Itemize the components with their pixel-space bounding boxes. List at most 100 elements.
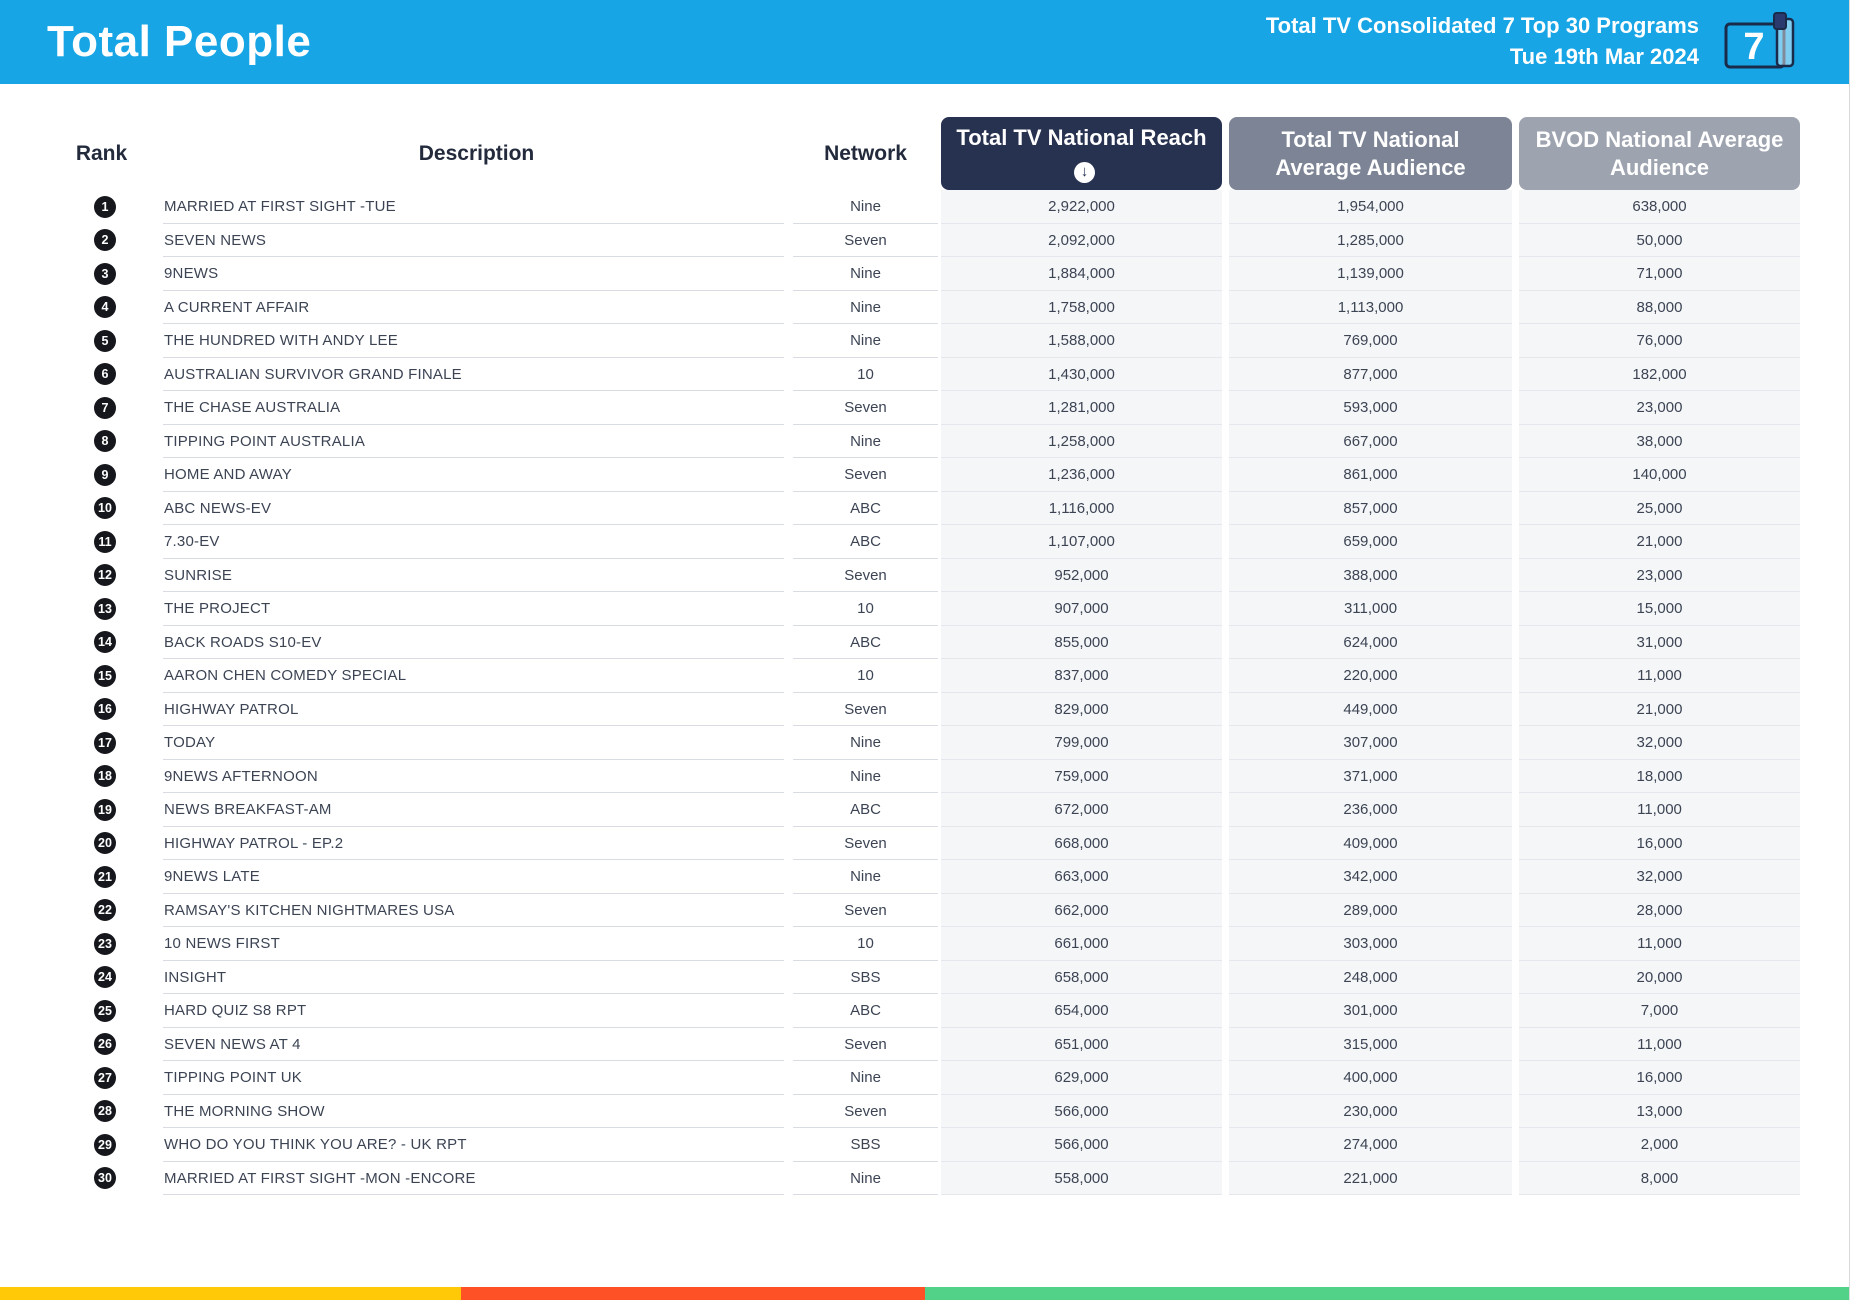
table-row: 25 HARD QUIZ S8 RPT ABC 654,000 301,000 7,000 bbox=[40, 994, 1800, 1028]
description-cell: HARD QUIZ S8 RPT bbox=[163, 994, 790, 1028]
bvod-national-average-audience-cell: 21,000 bbox=[1519, 525, 1800, 559]
network-cell: ABC bbox=[790, 994, 941, 1028]
column-gap bbox=[1512, 1028, 1519, 1062]
rank-badge: 27 bbox=[94, 1066, 116, 1089]
rank-badge: 28 bbox=[94, 1100, 116, 1123]
table-row: 10 ABC NEWS-EV ABC 1,116,000 857,000 25,000 bbox=[40, 491, 1800, 526]
network-cell: Nine bbox=[790, 257, 941, 291]
total-tv-national-average-audience-cell: 877,000 bbox=[1229, 357, 1512, 391]
bvod-national-average-audience-cell: 23,000 bbox=[1519, 391, 1800, 425]
table-header-row: Rank Description Network Total TV Nation… bbox=[40, 117, 1800, 190]
description-cell: ABC NEWS-EV bbox=[163, 492, 790, 526]
network-cell: Nine bbox=[790, 1061, 941, 1095]
column-gap bbox=[1512, 324, 1519, 358]
rank-badge: 25 bbox=[94, 999, 116, 1022]
rank-cell: 1 bbox=[40, 190, 163, 224]
scrollbar[interactable] bbox=[1849, 0, 1853, 1300]
total-tv-national-reach-cell: 1,430,000 bbox=[941, 357, 1222, 391]
rank-cell: 3 bbox=[40, 257, 163, 291]
table-row: 15 AARON CHEN COMEDY SPECIAL 10 837,000 220,… bbox=[40, 659, 1800, 693]
column-gap bbox=[1512, 626, 1519, 660]
column-gap bbox=[1222, 1128, 1229, 1162]
column-gap bbox=[1512, 927, 1519, 961]
rank-cell: 28 bbox=[40, 1095, 163, 1129]
column-gap bbox=[1512, 894, 1519, 928]
bvod-national-average-audience-cell: 25,000 bbox=[1519, 491, 1800, 525]
rank-cell: 16 bbox=[40, 693, 163, 727]
total-tv-national-average-audience-cell: 220,000 bbox=[1229, 659, 1512, 693]
column-gap bbox=[1512, 961, 1519, 995]
description-cell: INSIGHT bbox=[163, 961, 790, 995]
bvod-national-average-audience-cell: 11,000 bbox=[1519, 1027, 1800, 1061]
rank-badge: 16 bbox=[94, 698, 116, 721]
total-tv-national-reach-cell: 837,000 bbox=[941, 659, 1222, 693]
rank-cell: 26 bbox=[40, 1028, 163, 1062]
bvod-national-average-audience-cell: 21,000 bbox=[1519, 692, 1800, 726]
network-cell: Seven bbox=[790, 224, 941, 258]
column-gap bbox=[1512, 1095, 1519, 1129]
total-tv-national-reach-cell: 663,000 bbox=[941, 860, 1222, 894]
network-cell: Nine bbox=[790, 291, 941, 325]
column-header-total-tv-national-average-audience[interactable]: Total TV National Average Audience bbox=[1229, 117, 1512, 190]
table-row: 16 HIGHWAY PATROL Seven 829,000 449,000 21,00… bbox=[40, 692, 1800, 727]
description-cell: MARRIED AT FIRST SIGHT -MON -ENCORE bbox=[163, 1162, 790, 1196]
column-gap bbox=[1512, 358, 1519, 392]
table-row: 29 WHO DO YOU THINK YOU ARE? - UK RPT SBS 5… bbox=[40, 1128, 1800, 1162]
footer-segment-green bbox=[925, 1287, 1849, 1300]
svg-text:7: 7 bbox=[1743, 26, 1764, 68]
column-gap bbox=[1222, 1162, 1229, 1196]
column-gap bbox=[1222, 592, 1229, 626]
rank-cell: 30 bbox=[40, 1162, 163, 1196]
bvod-national-average-audience-cell: 8,000 bbox=[1519, 1161, 1800, 1195]
table-body: 1 MARRIED AT FIRST SIGHT -TUE Nine 2,922,00… bbox=[40, 190, 1800, 1195]
column-header-bvod-national-average-audience[interactable]: BVOD National Average Audience bbox=[1519, 117, 1800, 190]
bvod-national-average-audience-cell: 32,000 bbox=[1519, 726, 1800, 760]
total-tv-national-reach-cell: 1,107,000 bbox=[941, 525, 1222, 559]
report-subtitle: Total TV Consolidated 7 Top 30 Programs bbox=[1265, 13, 1699, 39]
rank-badge: 14 bbox=[94, 631, 116, 654]
column-header-total-tv-national-reach[interactable]: Total TV National Reach ↓ bbox=[941, 117, 1222, 190]
top-30-programs-table: Rank Description Network Total TV Nation… bbox=[40, 117, 1800, 1195]
column-gap bbox=[1222, 257, 1229, 291]
footer-segment-red bbox=[461, 1287, 925, 1300]
description-cell: 9NEWS bbox=[163, 257, 790, 291]
rank-badge: 7 bbox=[94, 396, 116, 419]
rank-badge: 11 bbox=[94, 530, 116, 553]
column-gap bbox=[1222, 793, 1229, 827]
bvod-national-average-audience-cell: 88,000 bbox=[1519, 290, 1800, 324]
column-gap bbox=[1512, 726, 1519, 760]
rank-badge: 29 bbox=[94, 1133, 116, 1156]
column-gap bbox=[1512, 659, 1519, 693]
column-gap bbox=[1222, 760, 1229, 794]
total-tv-national-reach-cell: 2,922,000 bbox=[941, 190, 1222, 224]
total-tv-national-reach-cell: 654,000 bbox=[941, 994, 1222, 1028]
total-tv-national-average-audience-cell: 667,000 bbox=[1229, 424, 1512, 458]
total-tv-national-average-audience-cell: 1,954,000 bbox=[1229, 190, 1512, 224]
network-cell: Seven bbox=[790, 1095, 941, 1129]
column-gap bbox=[1222, 659, 1229, 693]
bvod-national-average-audience-cell: 11,000 bbox=[1519, 927, 1800, 961]
total-tv-national-reach-cell: 1,281,000 bbox=[941, 391, 1222, 425]
total-tv-national-average-audience-cell: 230,000 bbox=[1229, 1094, 1512, 1128]
total-tv-national-average-audience-cell: 303,000 bbox=[1229, 927, 1512, 961]
bvod-national-average-audience-cell: 140,000 bbox=[1519, 458, 1800, 492]
total-tv-national-average-audience-cell: 400,000 bbox=[1229, 1061, 1512, 1095]
report-meta: Total TV Consolidated 7 Top 30 Programs … bbox=[1266, 0, 1699, 84]
column-gap bbox=[1512, 425, 1519, 459]
rank-badge: 19 bbox=[94, 798, 116, 821]
column-gap bbox=[1512, 1061, 1519, 1095]
total-tv-national-average-audience-cell: 624,000 bbox=[1229, 625, 1512, 659]
rank-badge: 5 bbox=[94, 329, 116, 352]
total-tv-national-average-audience-cell: 388,000 bbox=[1229, 558, 1512, 592]
rank-badge: 9 bbox=[94, 463, 116, 486]
column-gap bbox=[1512, 525, 1519, 559]
network-cell: ABC bbox=[790, 793, 941, 827]
rank-badge: 2 bbox=[94, 229, 116, 252]
description-cell: HIGHWAY PATROL - EP.2 bbox=[163, 827, 790, 861]
rank-cell: 18 bbox=[40, 760, 163, 794]
description-cell: NEWS BREAKFAST-AM bbox=[163, 793, 790, 827]
table-row: 24 INSIGHT SBS 658,000 248,000 20,000 bbox=[40, 960, 1800, 995]
description-cell: RAMSAY'S KITCHEN NIGHTMARES USA bbox=[163, 894, 790, 928]
total-tv-national-average-audience-cell: 315,000 bbox=[1229, 1027, 1512, 1061]
column-header-network: Network bbox=[824, 141, 907, 165]
